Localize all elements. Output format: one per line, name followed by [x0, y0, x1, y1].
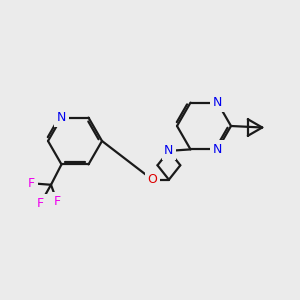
- Text: N: N: [213, 96, 222, 109]
- Text: N: N: [164, 144, 174, 158]
- Text: N: N: [213, 143, 222, 156]
- Text: F: F: [53, 195, 61, 208]
- Text: N: N: [57, 111, 66, 124]
- Text: F: F: [28, 177, 35, 190]
- Text: F: F: [37, 197, 44, 210]
- Text: O: O: [148, 173, 157, 186]
